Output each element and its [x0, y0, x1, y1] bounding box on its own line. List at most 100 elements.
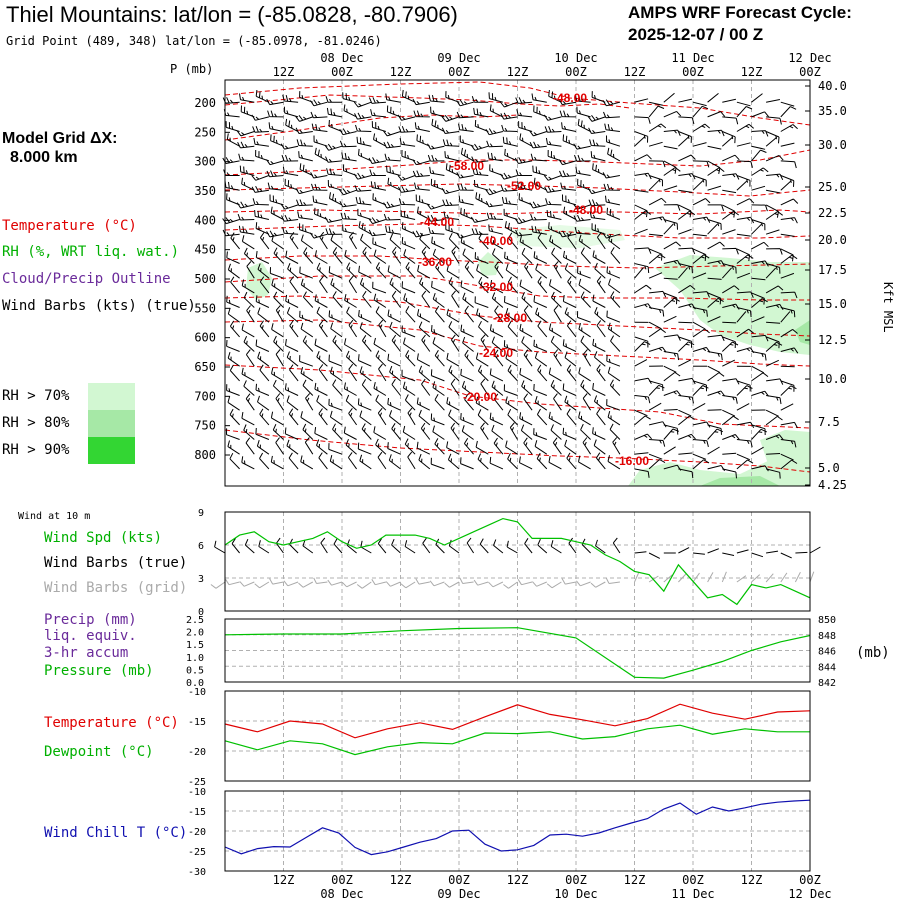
- wind-barb: [608, 234, 621, 250]
- wind-barb: [462, 336, 474, 352]
- wind-barb: [266, 159, 284, 166]
- wind-barb: [634, 551, 647, 554]
- wind-barb: [476, 308, 489, 323]
- wind-barb: [648, 402, 662, 411]
- wind-barb: [722, 98, 737, 103]
- wind-barb: [488, 581, 504, 588]
- temperature-tick: -25: [188, 777, 206, 788]
- wind-barb: [295, 114, 313, 122]
- wind-barb: [509, 422, 518, 440]
- wind-barb: [678, 321, 693, 324]
- isotherm-label: -48.00: [569, 203, 603, 217]
- precip-tick: 0.5: [186, 665, 204, 676]
- isotherm-line: [224, 319, 811, 367]
- wind-barb: [480, 334, 489, 352]
- wind-barb: [283, 106, 299, 118]
- wind-barb: [348, 231, 358, 250]
- wind-barb: [794, 571, 801, 583]
- wind-barb: [319, 275, 328, 294]
- wind-barb: [273, 291, 284, 308]
- profile-panel: -48.00 -58.00 -52.00 -48.00 -44.00 -40.00 -36.…: [170, 51, 895, 492]
- wind-barb: [269, 194, 284, 206]
- wind-barb: [400, 581, 416, 589]
- wind-barb: [434, 438, 445, 455]
- wind-barb: [361, 423, 372, 440]
- wind-barb: [332, 379, 343, 396]
- wind-barb: [533, 428, 547, 440]
- wind-barb: [354, 185, 372, 192]
- pressure-axis-label: P (mb): [170, 62, 213, 76]
- wind-barb: [663, 297, 680, 308]
- wind-barb: [562, 295, 577, 308]
- wind-barb: [780, 142, 795, 147]
- wind-barb: [412, 98, 430, 106]
- wind-barb: [443, 211, 460, 220]
- wind-barb: [648, 421, 667, 428]
- wind-barb: [678, 210, 696, 220]
- wind-barb: [378, 319, 387, 338]
- wind-barb: [392, 246, 401, 264]
- wind-barb: [707, 334, 725, 342]
- wind-barb: [391, 290, 401, 308]
- wind-barb: [535, 263, 548, 279]
- wind-barb: [707, 167, 725, 176]
- wind-barb: [550, 379, 562, 396]
- wind-barb: [663, 167, 681, 176]
- wind-barb: [751, 204, 768, 212]
- wind-barb: [692, 233, 707, 237]
- wind-barb: [648, 141, 663, 147]
- wind-barb: [289, 320, 299, 338]
- wind-barb: [533, 177, 548, 191]
- height-tick-label: 4.25: [818, 478, 847, 492]
- wind-barb: [330, 278, 343, 294]
- wind-barb: [241, 177, 255, 191]
- wind-barb: [412, 170, 430, 178]
- wind-barb: [245, 349, 255, 367]
- wind-barb: [581, 538, 591, 554]
- wind-barb: [450, 334, 460, 352]
- wind-barb: [330, 322, 343, 338]
- wind-barb: [751, 277, 766, 281]
- wind-barb: [302, 423, 314, 440]
- temperature-ticks: -10 -15 -20 -25: [188, 687, 206, 788]
- wind-barb: [634, 336, 649, 348]
- wind-barb: [458, 123, 474, 132]
- wind-barb: [273, 247, 284, 264]
- wind-barb: [553, 349, 562, 367]
- wind-barb: [304, 437, 314, 455]
- wind-barb: [441, 114, 460, 122]
- wind-barb: [286, 307, 299, 323]
- precip-tick: 1.5: [186, 640, 204, 651]
- wind-barb: [426, 203, 445, 210]
- wind-barb: [534, 395, 548, 411]
- wind-barb: [345, 439, 357, 455]
- wind-barb: [751, 446, 764, 455]
- wind-barb: [577, 311, 591, 323]
- wind-barb: [648, 105, 665, 118]
- wind-barb: [300, 322, 314, 338]
- wind-barb: [663, 574, 673, 583]
- wind-barb: [551, 247, 562, 264]
- wind-barb: [590, 151, 606, 162]
- wind-barb: [318, 452, 328, 470]
- wind-barb: [505, 263, 518, 279]
- wind-barb: [420, 422, 431, 440]
- wind-barb: [372, 281, 387, 294]
- wind-barb: [766, 378, 784, 385]
- rh80-swatch: [88, 410, 135, 437]
- wind-barb: [529, 141, 547, 149]
- wind-barb: [370, 109, 386, 118]
- wind-barb: [237, 213, 255, 221]
- wind-barb: [430, 413, 445, 426]
- wind-barb: [448, 365, 460, 382]
- wind-barb: [634, 210, 652, 220]
- wind-barb: [353, 172, 372, 180]
- wind-barb: [780, 365, 795, 368]
- wind-barb: [590, 581, 606, 588]
- wind-barb: [607, 410, 621, 426]
- wind-barb: [241, 456, 255, 470]
- wind-barb: [580, 291, 591, 308]
- wind-barb: [451, 246, 460, 264]
- temperature-line: [224, 703, 811, 739]
- wind-barb: [736, 328, 754, 338]
